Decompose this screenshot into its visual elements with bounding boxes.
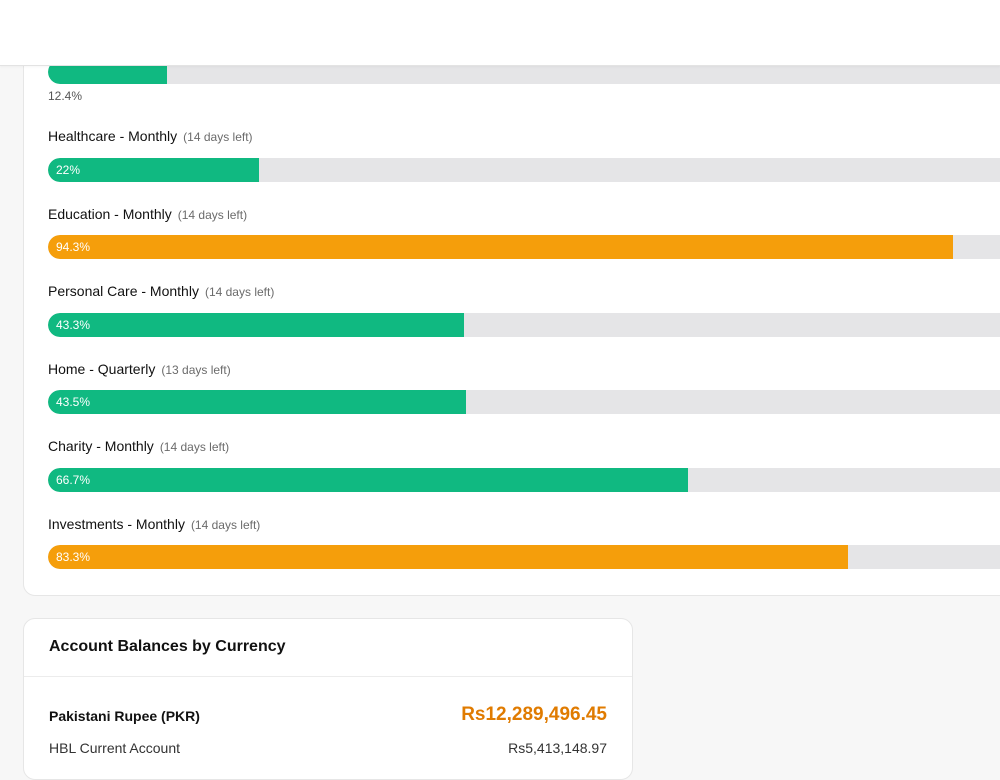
card-title: Account Balances by Currency	[49, 638, 286, 655]
budget-percent-label: 22%	[56, 163, 81, 177]
budget-progress-fill	[48, 545, 848, 569]
currency-total: Rs12,289,496.45	[461, 704, 607, 725]
budget-progress-track: 66.7%	[48, 468, 1000, 492]
budget-progress-track: 83.3%	[48, 545, 1000, 569]
budget-percent-label: 12.4%	[48, 89, 83, 103]
budget-progress-fill	[48, 235, 953, 259]
days-left-label: (14 days left)	[177, 208, 248, 222]
budget-title-charity: Charity - Monthly (14 days left)	[48, 438, 229, 454]
days-left-label: (13 days left)	[161, 363, 231, 377]
account-name[interactable]: HBL Current Account	[49, 740, 180, 756]
budget-progress-fill	[48, 468, 688, 492]
budget-title-education: Education - Monthly (14 days left)	[48, 206, 247, 222]
budget-name: Investments - Monthly	[48, 516, 185, 532]
budget-percent-label: 94.3%	[56, 240, 91, 254]
days-left-label: (14 days left)	[204, 285, 275, 299]
budget-progress-fill	[48, 390, 466, 414]
budget-progress-fill	[48, 158, 259, 182]
divider	[24, 676, 632, 677]
budget-progress-track: 94.3%	[48, 235, 1000, 259]
budget-title-healthcare: Healthcare - Monthly (14 days left)	[48, 128, 253, 144]
budget-percent-label: 66.7%	[56, 473, 91, 487]
account-amount: Rs5,413,148.97	[508, 740, 607, 756]
budget-name: Home - Quarterly	[48, 361, 156, 377]
budget-percent-label: 43.3%	[56, 318, 91, 332]
budget-title-home: Home - Quarterly (13 days left)	[48, 361, 231, 377]
budget-progress-card	[23, 20, 1000, 596]
currency-name: Pakistani Rupee (PKR)	[49, 708, 200, 724]
days-left-label: (14 days left)	[159, 440, 230, 454]
days-left-label: (14 days left)	[190, 518, 261, 532]
account-balances-card: Account Balances by Currency Pakistani R…	[23, 618, 633, 780]
budget-title-investments: Investments - Monthly (14 days left)	[48, 516, 260, 532]
budget-progress-track: 43.5%	[48, 390, 1000, 414]
budget-percent-label: 83.3%	[56, 550, 91, 564]
budget-title-personal-care: Personal Care - Monthly (14 days left)	[48, 283, 274, 299]
budget-progress-fill	[48, 313, 464, 337]
budget-progress-track: 22%	[48, 158, 1000, 182]
budget-name: Education - Monthly	[48, 206, 172, 222]
top-header-bar	[0, 0, 1000, 66]
days-left-label: (14 days left)	[183, 130, 253, 144]
budget-name: Charity - Monthly	[48, 438, 154, 454]
budget-name: Healthcare - Monthly	[48, 128, 178, 144]
budget-name: Personal Care - Monthly	[48, 283, 199, 299]
budget-progress-track: 43.3%	[48, 313, 1000, 337]
budget-percent-label: 43.5%	[56, 395, 91, 409]
